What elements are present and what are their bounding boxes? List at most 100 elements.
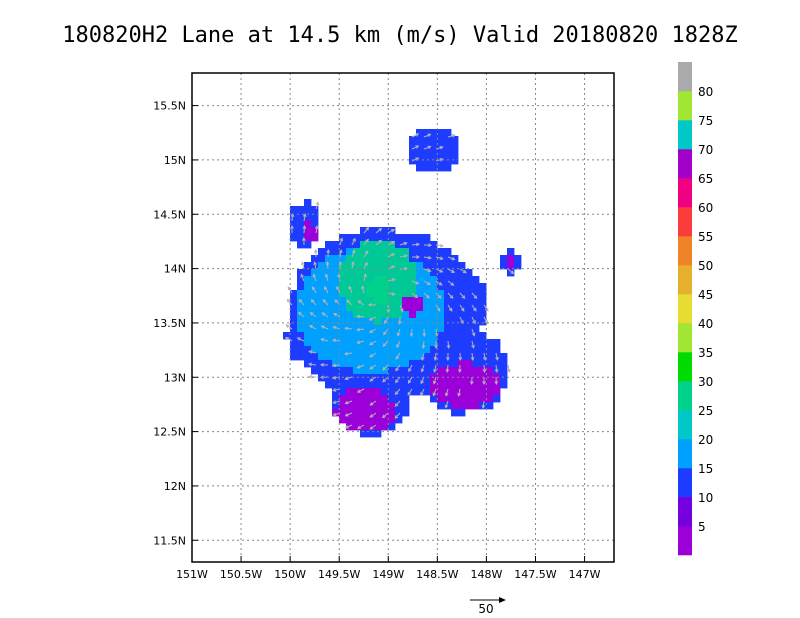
wind-speed-cell	[423, 150, 431, 158]
wind-speed-cell	[409, 297, 417, 305]
wind-vector-head	[421, 356, 425, 361]
wind-speed-cell	[311, 290, 319, 298]
y-tick-label: 15N	[164, 154, 186, 167]
wind-speed-cell	[479, 388, 487, 396]
wind-speed-cell	[360, 332, 368, 340]
colorbar-label: 65	[698, 172, 713, 186]
wind-speed-cell	[437, 353, 445, 361]
colorbar-label: 50	[698, 259, 713, 273]
wind-speed-cell	[444, 395, 452, 403]
wind-speed-cell	[416, 332, 424, 340]
wind-vector	[482, 400, 485, 409]
wind-speed-cell	[339, 339, 347, 347]
wind-speed-cell	[451, 143, 459, 151]
wind-vector-head	[336, 285, 340, 290]
wind-speed-cell	[304, 276, 312, 284]
wind-speed-cell	[402, 255, 410, 263]
wind-vector	[363, 274, 367, 282]
colorbar-swatch	[678, 497, 692, 527]
wind-speed-cell	[416, 304, 424, 312]
wind-vector	[375, 240, 382, 246]
wind-vector-head	[449, 295, 454, 299]
wind-speed-cell	[402, 325, 410, 333]
wind-speed-cell	[339, 283, 347, 291]
wind-speed-cell	[346, 269, 354, 277]
wind-vector-head	[427, 255, 432, 260]
wind-vector-head	[367, 302, 372, 307]
wind-speed-cell	[451, 150, 459, 158]
wind-speed-cell	[423, 276, 431, 284]
wind-speed-cell	[402, 360, 410, 368]
wind-speed-cell	[325, 360, 333, 368]
wind-vector-head	[333, 312, 337, 317]
wind-speed-cell	[430, 255, 438, 263]
wind-vector	[483, 352, 486, 360]
wind-speed-cell	[500, 353, 508, 361]
wind-speed-cell	[451, 353, 459, 361]
wind-speed-cell	[311, 220, 319, 228]
wind-vector-head	[357, 300, 362, 304]
wind-vector-head	[427, 268, 432, 273]
wind-speed-cell	[430, 164, 438, 172]
wind-vector-head	[482, 369, 487, 374]
wind-speed-cell	[444, 318, 452, 326]
wind-speed-cell	[367, 262, 375, 270]
wind-speed-cell	[402, 276, 410, 284]
wind-speed-cell	[395, 360, 403, 368]
wind-speed-cell	[444, 381, 452, 389]
wind-speed-cell	[437, 311, 445, 319]
wind-vector	[356, 315, 365, 318]
wind-speed-cell	[339, 353, 347, 361]
wind-speed-cell	[430, 395, 438, 403]
wind-speed-cell	[318, 353, 326, 361]
wind-speed-cell	[388, 346, 396, 354]
wind-vector-head	[472, 307, 477, 312]
wind-speed-cell	[381, 416, 389, 424]
wind-speed-cell	[290, 206, 298, 214]
wind-vector-head	[451, 134, 456, 138]
wind-speed-cell	[388, 248, 396, 256]
wind-vector-head	[344, 351, 349, 356]
wind-vector-head	[462, 269, 467, 274]
wind-speed-cell	[374, 297, 382, 305]
wind-speed-cell	[465, 276, 473, 284]
wind-speed-cell	[486, 395, 494, 403]
wind-speed-cell	[290, 220, 298, 228]
wind-vector-head	[320, 338, 325, 342]
wind-vector-head	[361, 285, 365, 290]
wind-vector	[384, 316, 389, 324]
wind-vector-head	[332, 325, 337, 330]
wind-vector	[303, 225, 306, 234]
wind-vector	[322, 299, 329, 306]
wind-vector	[333, 313, 341, 318]
colorbar-swatch	[678, 323, 692, 353]
wind-vector-head	[368, 317, 373, 321]
wind-vector	[321, 338, 329, 342]
wind-speed-cell	[444, 360, 452, 368]
wind-vector	[369, 364, 377, 370]
wind-vector-head	[436, 307, 441, 312]
wind-speed-cell	[297, 269, 305, 277]
wind-speed-cell	[423, 248, 431, 256]
wind-vector-head	[408, 368, 412, 373]
wind-vector	[459, 292, 466, 299]
wind-vector-head	[344, 400, 349, 405]
wind-speed-cell	[311, 367, 319, 375]
wind-speed-cell	[367, 381, 375, 389]
wind-speed-cell	[353, 304, 361, 312]
wind-speed-cell	[360, 248, 368, 256]
wind-speed-cell	[332, 255, 340, 263]
wind-speed-cell	[465, 318, 473, 326]
wind-vector	[351, 250, 355, 258]
wind-speed-cell	[388, 234, 396, 242]
wind-vector-head	[400, 308, 404, 313]
wind-vector-head	[378, 227, 383, 232]
wind-vector	[357, 340, 365, 344]
wind-vector	[447, 304, 453, 312]
wind-speed-cell	[458, 388, 466, 396]
wind-speed-cell	[339, 234, 347, 242]
wind-speed-cell	[430, 276, 438, 284]
wind-speed-cell	[416, 150, 424, 158]
wind-speed-cell	[486, 339, 494, 347]
wind-speed-cell	[374, 276, 382, 284]
